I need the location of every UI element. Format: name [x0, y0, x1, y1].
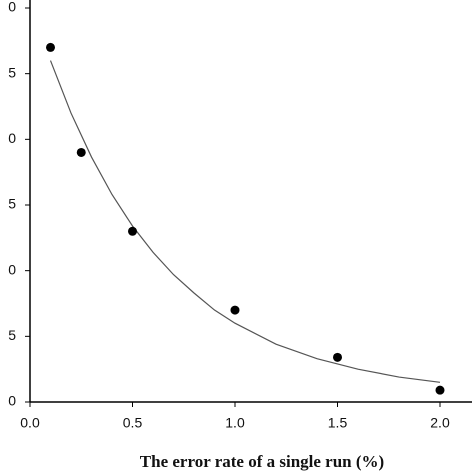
x-tick-label: 1.5: [328, 415, 348, 431]
y-tick-label: 5: [8, 196, 16, 212]
data-point: [435, 385, 445, 395]
x-axis-label: The error rate of a single run (%): [140, 452, 384, 471]
data-point: [46, 42, 55, 52]
x-tick-label: 0.5: [123, 415, 143, 431]
y-tick-label: 0: [8, 393, 16, 409]
data-point: [76, 147, 86, 157]
fit-curve: [49, 60, 441, 383]
y-tick-label: 5: [8, 64, 16, 80]
data-point: [333, 352, 342, 362]
x-tick-label: 0.0: [20, 415, 40, 431]
y-tick-label: 0: [8, 130, 16, 146]
x-tick-label: 1.0: [225, 415, 245, 431]
x-tick-label: 2.0: [430, 415, 450, 431]
y-tick-label: 0: [8, 0, 16, 15]
data-point: [230, 305, 240, 315]
y-tick-label: 5: [8, 327, 16, 343]
data-point: [128, 226, 137, 236]
y-tick-label: 0: [8, 261, 16, 277]
